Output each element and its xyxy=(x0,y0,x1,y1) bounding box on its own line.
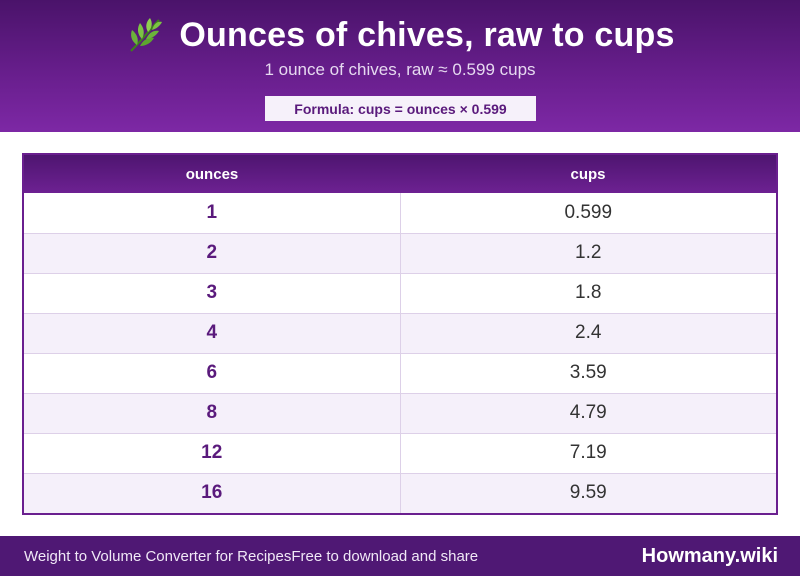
ounces-cell: 1 xyxy=(24,193,401,234)
table-header-row: ounces cups xyxy=(24,155,776,193)
table-row: 12 7.19 xyxy=(24,433,776,474)
cups-cell: 4.79 xyxy=(400,393,776,434)
cups-cell: 2.4 xyxy=(400,313,776,354)
title-row: Ounces of chives, raw to cups xyxy=(0,14,800,56)
table-row: 4 2.4 xyxy=(24,313,776,354)
cups-cell: 3.59 xyxy=(400,353,776,394)
ounces-cell: 3 xyxy=(24,273,401,314)
cups-cell: 7.19 xyxy=(400,433,776,474)
ounces-cell: 8 xyxy=(24,393,401,434)
cups-cell: 9.59 xyxy=(569,482,607,504)
ounces-cell: 2 xyxy=(24,233,401,274)
brand-logo-text[interactable]: Howmany.wiki xyxy=(641,544,778,567)
page-title: Ounces of chives, raw to cups xyxy=(179,15,675,54)
formula-badge: Formula: cups = ounces × 0.599 xyxy=(265,96,536,121)
ounces-cell: 4 xyxy=(24,313,401,354)
table-row: 3 1.8 xyxy=(24,273,776,314)
table-row: 2 1.2 xyxy=(24,233,776,274)
footer-app-name: Weight to Volume Converter for Recipes xyxy=(24,547,292,565)
footer-tagline: Free to download and share xyxy=(291,547,479,565)
conversion-table: ounces cups 1 0.599 2 1.2 3 1.8 4 2.4 6 xyxy=(24,155,776,513)
column-header-cups: cups xyxy=(570,165,606,183)
footer-bar: Weight to Volume Converter for Recipes Fr… xyxy=(0,536,800,576)
ounces-cell: 6 xyxy=(24,353,401,394)
conversion-subtitle: 1 ounce of chives, raw ≈ 0.599 cups xyxy=(264,60,536,79)
cups-cell: 1.2 xyxy=(400,233,776,274)
ounces-cell: 12 xyxy=(24,433,401,474)
table-row: 1 0.599 xyxy=(24,193,776,234)
table-row: 16 9.59 xyxy=(24,473,776,513)
conversion-table-container: ounces cups 1 0.599 2 1.2 3 1.8 4 2.4 6 xyxy=(22,153,778,515)
table-row: 6 3.59 xyxy=(24,353,776,394)
herb-icon xyxy=(125,15,165,55)
column-header-ounces: ounces xyxy=(185,165,239,183)
table-row: 8 4.79 xyxy=(24,393,776,434)
header-banner: Ounces of chives, raw to cups 1 ounce of… xyxy=(0,0,800,132)
cups-cell: 0.599 xyxy=(400,193,776,234)
ounces-cell: 16 xyxy=(24,473,401,513)
cups-cell: 1.8 xyxy=(400,273,776,314)
